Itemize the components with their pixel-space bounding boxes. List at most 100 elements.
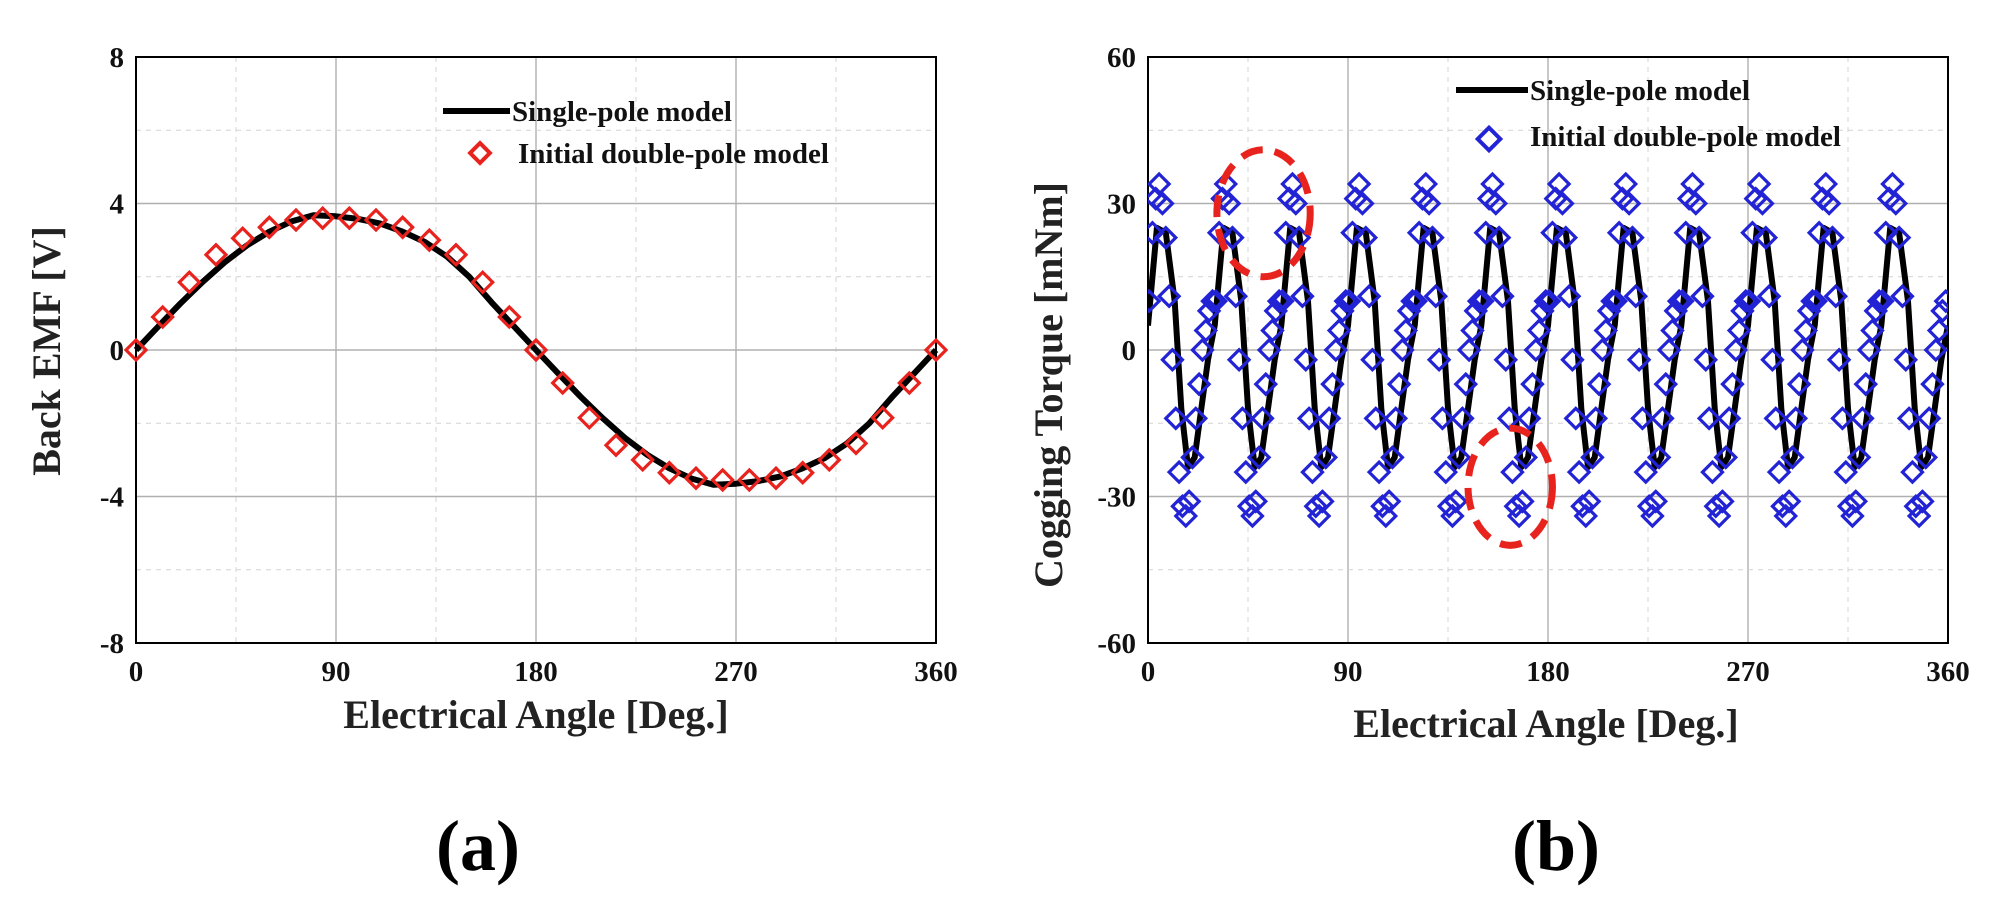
data-point-diamond bbox=[1333, 288, 1359, 314]
data-point-diamond bbox=[550, 370, 575, 396]
data-point-diamond bbox=[1860, 318, 1885, 343]
data-point-diamond bbox=[1643, 489, 1669, 514]
data-point-diamond bbox=[177, 269, 202, 295]
data-point-diamond bbox=[230, 226, 255, 251]
data-point-diamond bbox=[1440, 503, 1465, 529]
data-point-diamond bbox=[1580, 445, 1605, 470]
data-point-diamond bbox=[203, 242, 229, 268]
data-point-diamond bbox=[1763, 406, 1789, 431]
legend-label-double-pole: Initial double-pole model bbox=[1530, 121, 1841, 153]
data-point-diamond bbox=[1896, 406, 1922, 431]
data-point-diamond bbox=[1380, 445, 1405, 470]
data-point-diamond bbox=[1148, 220, 1165, 246]
data-point-diamond bbox=[1900, 459, 1925, 485]
data-point-diamond bbox=[1776, 489, 1802, 514]
data-point-diamond bbox=[1606, 220, 1632, 246]
data-point-diamond bbox=[1353, 225, 1379, 250]
data-point-diamond bbox=[683, 465, 709, 491]
data-point-diamond bbox=[1233, 459, 1259, 485]
data-point-diamond bbox=[1400, 288, 1425, 314]
data-point-diamond bbox=[1886, 225, 1912, 250]
data-point-diamond bbox=[1200, 288, 1225, 314]
data-point-diamond bbox=[1250, 406, 1275, 431]
data-point-diamond bbox=[1148, 288, 1162, 314]
data-point-diamond bbox=[1570, 494, 1595, 519]
data-point-diamond bbox=[1620, 225, 1645, 250]
data-point-diamond bbox=[1148, 171, 1172, 197]
data-point-diamond bbox=[737, 467, 762, 493]
data-point-diamond bbox=[1403, 288, 1429, 314]
data-point-diamond bbox=[790, 460, 815, 485]
data-point-diamond bbox=[1260, 318, 1285, 343]
data-point-diamond bbox=[1750, 191, 1775, 216]
data-point-diamond bbox=[1303, 494, 1329, 519]
data-point-diamond bbox=[1563, 406, 1589, 431]
data-point-diamond bbox=[1833, 459, 1859, 485]
data-point-diamond bbox=[1430, 406, 1455, 431]
data-point-diamond bbox=[257, 215, 282, 240]
data-point-diamond bbox=[1923, 337, 1948, 363]
data-point-diamond bbox=[1506, 503, 1532, 529]
data-point-diamond bbox=[1540, 220, 1565, 246]
data-point-diamond bbox=[1920, 371, 1945, 397]
x-tick-label: 90 bbox=[322, 656, 351, 688]
data-point-diamond bbox=[1450, 406, 1475, 431]
chart-panel-b: 0 90 180 270 360 60 30 0 -30 -60 Electrical Angle… bbox=[1000, 0, 2000, 910]
data-point-diamond bbox=[1420, 225, 1445, 250]
data-point-diamond bbox=[1340, 220, 1365, 246]
annotations bbox=[1213, 146, 1556, 549]
data-point-diamond bbox=[1163, 406, 1189, 431]
data-point-diamond bbox=[1426, 347, 1452, 373]
data-point-diamond bbox=[1593, 318, 1619, 343]
data-point-diamond bbox=[1173, 503, 1199, 529]
x-tick-label: 360 bbox=[914, 656, 958, 688]
data-point-diamond bbox=[817, 447, 842, 473]
data-point-diamond bbox=[1223, 284, 1249, 309]
data-point-diamond bbox=[1716, 406, 1742, 431]
data-point-diamond bbox=[1153, 225, 1179, 250]
data-point-diamond bbox=[1883, 191, 1909, 216]
data-point-diamond bbox=[1820, 225, 1845, 250]
data-point-diamond bbox=[1666, 288, 1692, 314]
data-point-diamond bbox=[897, 370, 922, 396]
data-point-diamond bbox=[1346, 171, 1372, 197]
data-point-diamond bbox=[1616, 191, 1642, 216]
series-line-single-pole bbox=[133, 212, 939, 488]
tick-labels: 0 90 180 270 360 60 30 0 -30 -60 bbox=[1097, 42, 1969, 688]
y-tick-label: -30 bbox=[1097, 482, 1136, 514]
data-point-diamond bbox=[1160, 347, 1185, 373]
data-point-diamond bbox=[1756, 284, 1782, 309]
data-point-diamond bbox=[1726, 318, 1752, 343]
data-point-diamond bbox=[1640, 503, 1665, 529]
data-point-diamond bbox=[1630, 406, 1655, 431]
data-point-diamond bbox=[1373, 503, 1399, 529]
data-point-diamond bbox=[1323, 337, 1349, 363]
y-tick-label: 30 bbox=[1107, 189, 1136, 221]
data-point-diamond bbox=[603, 432, 629, 458]
x-tick-label: 360 bbox=[1926, 656, 1970, 688]
data-point-diamond bbox=[1740, 220, 1765, 246]
x-axis-label: Electrical Angle [Deg.] bbox=[343, 692, 728, 737]
data-point-diamond bbox=[1310, 489, 1335, 514]
caption-a: (a) bbox=[436, 806, 520, 886]
data-point-diamond bbox=[1186, 371, 1212, 397]
legend-diamond-swatch bbox=[1474, 124, 1504, 154]
data-point-diamond bbox=[1826, 347, 1852, 373]
data-point-diamond bbox=[1296, 406, 1322, 431]
data-point-diamond bbox=[1513, 445, 1539, 470]
data-point-diamond bbox=[1416, 191, 1442, 216]
data-point-diamond bbox=[1170, 494, 1195, 519]
data-point-diamond bbox=[1696, 406, 1722, 431]
data-point-diamond bbox=[1363, 406, 1389, 431]
data-point-diamond bbox=[1733, 288, 1759, 314]
data-point-diamond bbox=[1680, 171, 1705, 197]
data-point-diamond bbox=[1553, 225, 1579, 250]
caption-b: (b) bbox=[1512, 806, 1600, 886]
data-point-diamond bbox=[1470, 288, 1495, 314]
data-point-diamond bbox=[1490, 284, 1515, 309]
data-point-diamond bbox=[1853, 371, 1879, 397]
data-point-diamond bbox=[1466, 288, 1492, 314]
data-point-diamond bbox=[1906, 503, 1932, 529]
data-point-diamond bbox=[123, 337, 149, 363]
data-point-diamond bbox=[1306, 503, 1332, 529]
